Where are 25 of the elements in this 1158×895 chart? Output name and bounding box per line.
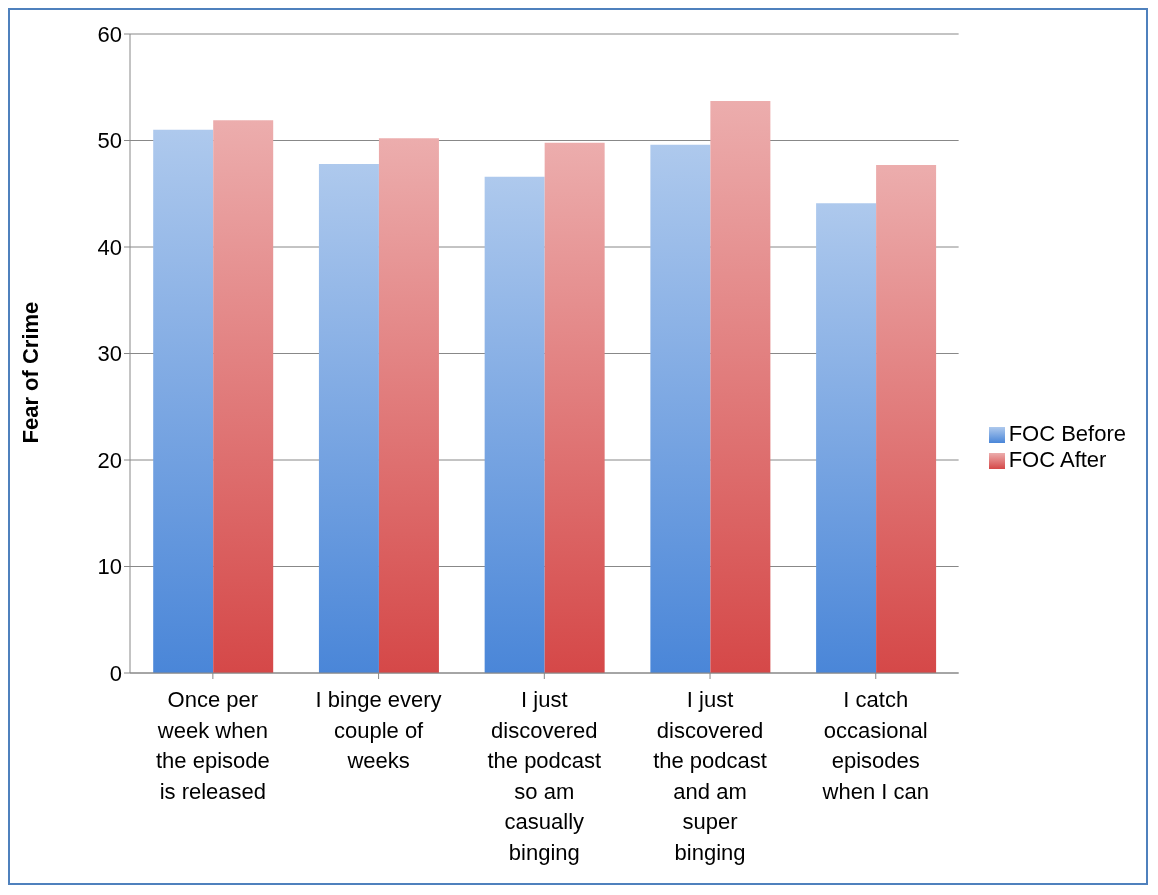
y-tick-label: 20	[97, 447, 122, 473]
bar	[153, 129, 214, 673]
y-tick-label: 10	[97, 554, 122, 580]
bar	[816, 203, 877, 673]
y-axis-title: Fear of Crime	[17, 301, 43, 444]
x-tick-label: I catch occasional episodes when I can	[821, 687, 929, 804]
legend-label: FOC After	[1008, 446, 1107, 472]
x-tick-label: I just discovered the podcast and am super binging	[653, 687, 767, 865]
y-tick-label: 50	[97, 128, 122, 154]
bar	[318, 163, 379, 673]
y-tick-label: 60	[97, 21, 122, 47]
bar	[484, 176, 545, 673]
legend-label: FOC Before	[1008, 420, 1126, 446]
bar	[710, 101, 771, 673]
bar	[213, 120, 274, 673]
bar	[544, 142, 605, 673]
bar	[650, 144, 711, 673]
x-tick-label: I just discovered the podcast so am casually binging	[487, 687, 602, 865]
bar	[876, 165, 937, 673]
y-tick-label: 40	[97, 234, 122, 260]
x-tick-label: I binge every couple of weeks	[315, 687, 442, 773]
bar	[378, 138, 439, 673]
y-tick-label: 0	[109, 660, 122, 686]
y-tick-label: 30	[97, 341, 122, 367]
x-tick-label: Once per week when the episode is released	[155, 687, 270, 804]
